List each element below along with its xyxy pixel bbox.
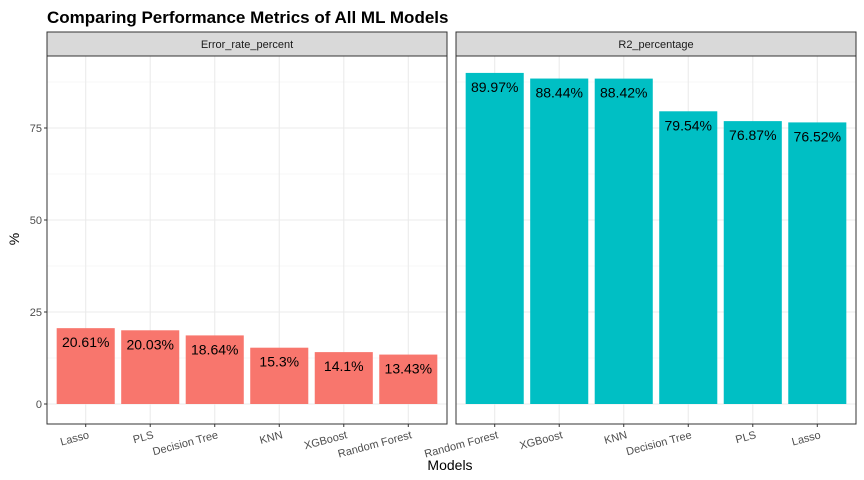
panel-strip-label: Error_rate_percent bbox=[201, 39, 293, 51]
x-tick-label: Random Forest bbox=[423, 429, 499, 460]
bar-value-label: 88.42% bbox=[600, 85, 647, 101]
x-tick-label: PLS bbox=[132, 429, 155, 446]
y-axis-title: % bbox=[6, 233, 22, 245]
panels: 0 25 50 75 Error_rate_percent 20.61% Lasso 20.0… bbox=[30, 31, 857, 461]
bar-value-label: 76.87% bbox=[729, 127, 776, 143]
panel-r2-percentage: R2_percentage 89.97% Random Forest 88.44% XG… bbox=[423, 31, 857, 461]
panel-strip bbox=[455, 31, 857, 57]
bar-value-label: 18.64% bbox=[191, 341, 238, 357]
y-tick-label: 75 bbox=[30, 123, 42, 135]
bar-value-label: 20.03% bbox=[126, 336, 173, 352]
bar bbox=[56, 328, 115, 404]
bar bbox=[121, 330, 180, 404]
bar bbox=[250, 347, 309, 404]
panel-border bbox=[46, 55, 448, 425]
y-tick-label: 50 bbox=[30, 215, 42, 227]
bar bbox=[314, 352, 373, 404]
bar-value-label: 14.1% bbox=[324, 358, 364, 374]
x-tick-label: Lasso bbox=[59, 429, 90, 448]
bar bbox=[723, 121, 782, 404]
bar-value-label: 13.43% bbox=[385, 361, 432, 377]
x-tick-label: Random Forest bbox=[337, 429, 413, 460]
y-tick-label: 0 bbox=[36, 399, 42, 411]
panel-error-rate-percent: Error_rate_percent 20.61% Lasso 20.03% PLS 18… bbox=[46, 31, 448, 461]
bar bbox=[185, 335, 244, 404]
bar-value-label: 76.52% bbox=[794, 128, 841, 144]
bar-value-label: 20.61% bbox=[62, 334, 109, 350]
x-tick-label: PLS bbox=[734, 429, 757, 446]
y-tick-label: 25 bbox=[30, 307, 42, 319]
x-tick-label: KNN bbox=[603, 429, 629, 447]
bar-value-label: 89.97% bbox=[471, 79, 518, 95]
bar bbox=[465, 72, 524, 404]
chart-title: Comparing Performance Metrics of All ML … bbox=[47, 8, 448, 27]
x-tick-label: Lasso bbox=[791, 429, 822, 448]
x-tick-label: Decision Tree bbox=[625, 429, 693, 458]
bar-value-label: 79.54% bbox=[665, 117, 712, 133]
x-tick-label: Decision Tree bbox=[151, 429, 219, 458]
x-tick-label: KNN bbox=[258, 429, 284, 447]
x-axis-title: Models bbox=[427, 457, 472, 473]
x-tick-label: XGBoost bbox=[518, 429, 564, 452]
bar-value-label: 15.3% bbox=[259, 354, 299, 370]
bar bbox=[659, 111, 718, 405]
bar bbox=[594, 78, 653, 404]
bar bbox=[379, 354, 438, 404]
panel-border bbox=[455, 55, 857, 425]
panel-strip bbox=[46, 31, 448, 57]
bar bbox=[530, 78, 589, 404]
bar bbox=[788, 122, 847, 404]
panel-strip-label: R2_percentage bbox=[618, 39, 693, 51]
bar-value-label: 88.44% bbox=[535, 85, 582, 101]
